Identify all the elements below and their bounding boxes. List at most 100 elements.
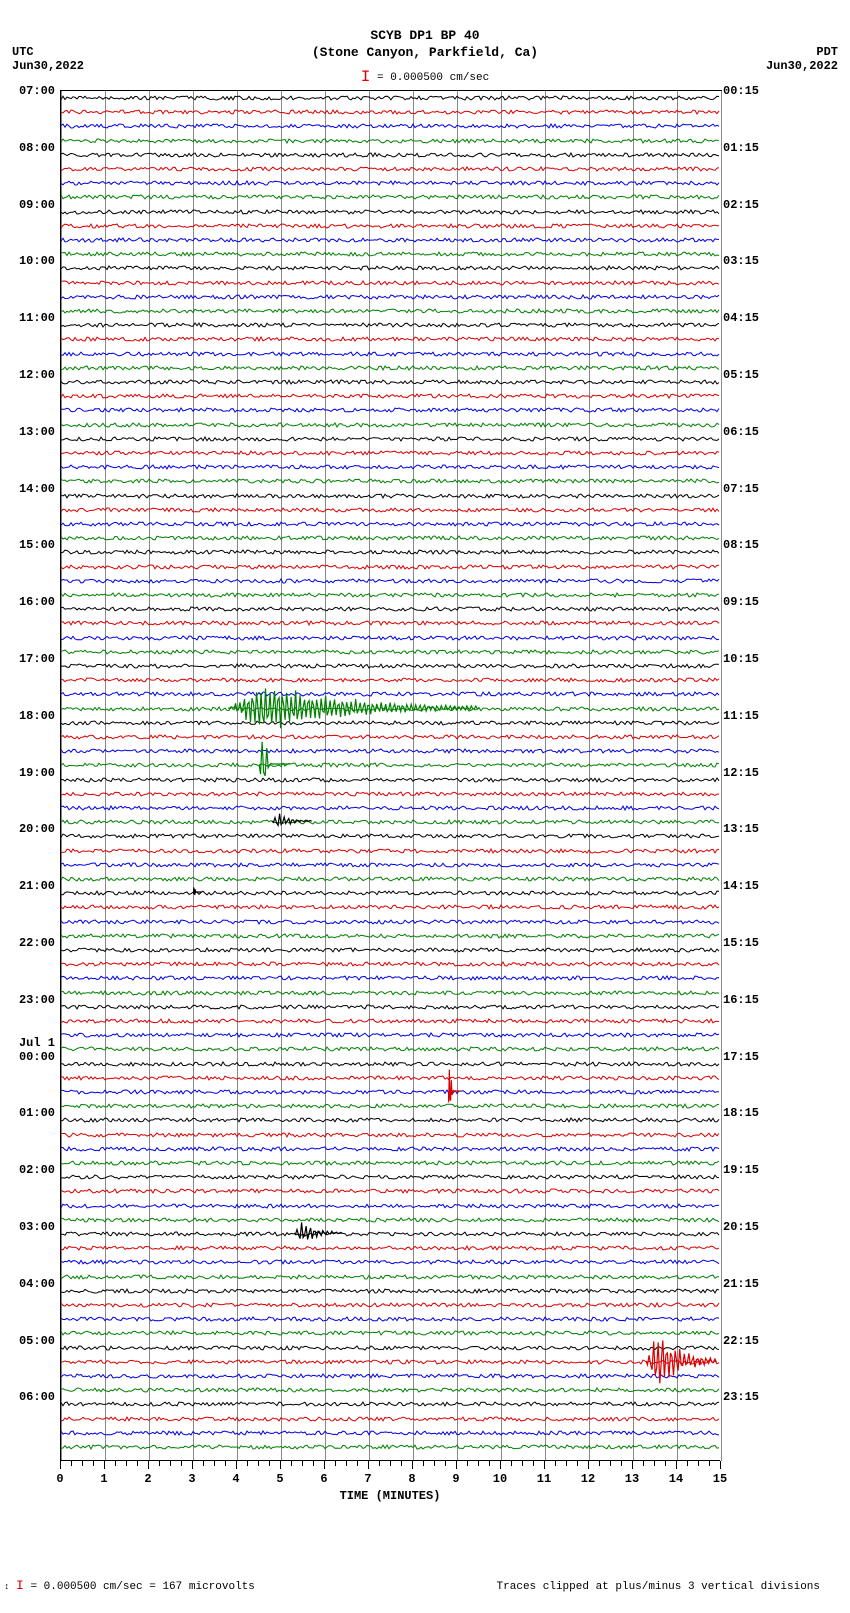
x-minor-tick: [203, 1461, 204, 1466]
x-tick: [148, 1461, 149, 1469]
tz-right-label: PDT: [766, 45, 838, 59]
trace-row: [61, 1255, 721, 1269]
trace-row: [61, 105, 721, 119]
pdt-hour-label: 19:15: [723, 1163, 759, 1177]
x-tick-label: 7: [364, 1472, 371, 1486]
trace-row: [61, 943, 721, 957]
trace-row: [61, 687, 721, 701]
x-minor-tick: [269, 1461, 270, 1466]
trace-row: [61, 1199, 721, 1213]
trace-row: [61, 1369, 721, 1383]
trace-row: [61, 1412, 721, 1426]
trace-row: [61, 261, 721, 275]
x-tick: [720, 1461, 721, 1469]
trace-row: [61, 844, 721, 858]
utc-hour-label: 10:00: [19, 254, 55, 268]
x-minor-tick: [566, 1461, 567, 1466]
trace-row: [61, 332, 721, 346]
x-tick: [324, 1461, 325, 1469]
x-minor-tick: [401, 1461, 402, 1466]
trace-row: [61, 375, 721, 389]
utc-hour-label: 17:00: [19, 652, 55, 666]
x-tick: [544, 1461, 545, 1469]
trace-row: [61, 1128, 721, 1142]
x-minor-tick: [313, 1461, 314, 1466]
utc-hour-label: 21:00: [19, 879, 55, 893]
utc-hour-label: 19:00: [19, 766, 55, 780]
trace-row: [61, 219, 721, 233]
x-minor-tick: [214, 1461, 215, 1466]
trace-row: [61, 347, 721, 361]
x-minor-tick: [170, 1461, 171, 1466]
utc-hour-label: 08:00: [19, 141, 55, 155]
trace-row: [61, 304, 721, 318]
x-minor-tick: [522, 1461, 523, 1466]
trace-row: [61, 1170, 721, 1184]
x-tick-label: 0: [56, 1472, 63, 1486]
pdt-hour-label: 16:15: [723, 993, 759, 1007]
utc-hour-label: 11:00: [19, 311, 55, 325]
footer-right-text: Traces clipped at plus/minus 3 vertical …: [497, 1581, 820, 1593]
trace-row: [61, 162, 721, 176]
trace-row: [61, 900, 721, 914]
trace-row: [61, 673, 721, 687]
trace-row: [61, 588, 721, 602]
station-code: SCYB DP1 BP 40: [0, 28, 850, 45]
pdt-hour-label: 14:15: [723, 879, 759, 893]
pdt-hour-label: 11:15: [723, 709, 759, 723]
pdt-hour-label: 02:15: [723, 198, 759, 212]
trace-row: [61, 148, 721, 162]
trace-row: [61, 503, 721, 517]
trace-row: [61, 872, 721, 886]
utc-hour-label: 09:00: [19, 198, 55, 212]
x-tick-label: 9: [452, 1472, 459, 1486]
trace-row: [61, 531, 721, 545]
footer-tick-icon: ↕: [4, 1582, 9, 1592]
x-axis-title: TIME (MINUTES): [60, 1489, 720, 1503]
trace-row: [61, 1099, 721, 1113]
trace-row: [61, 730, 721, 744]
x-minor-tick: [258, 1461, 259, 1466]
utc-hour-label: 22:00: [19, 936, 55, 950]
trace-row: [61, 403, 721, 417]
x-tick: [632, 1461, 633, 1469]
trace-row: [61, 787, 721, 801]
pdt-hour-label: 05:15: [723, 368, 759, 382]
trace-row: [61, 1042, 721, 1056]
trace-row: [61, 801, 721, 815]
x-tick-label: 1: [100, 1472, 107, 1486]
x-minor-tick: [335, 1461, 336, 1466]
trace-row: [61, 190, 721, 204]
x-minor-tick: [577, 1461, 578, 1466]
x-minor-tick: [698, 1461, 699, 1466]
x-tick-label: 3: [188, 1472, 195, 1486]
pdt-hour-label: 18:15: [723, 1106, 759, 1120]
trace-row: [61, 1000, 721, 1014]
trace-row: [61, 1156, 721, 1170]
seismogram-container: SCYB DP1 BP 40 (Stone Canyon, Parkfield,…: [0, 0, 850, 1613]
pdt-hour-label: 20:15: [723, 1220, 759, 1234]
x-tick-label: 5: [276, 1472, 283, 1486]
utc-hour-label: 20:00: [19, 822, 55, 836]
trace-row: [61, 560, 721, 574]
trace-row: [61, 233, 721, 247]
x-minor-tick: [379, 1461, 380, 1466]
trace-row: [61, 176, 721, 190]
trace-row: [61, 631, 721, 645]
trace-row: [61, 858, 721, 872]
x-minor-tick: [621, 1461, 622, 1466]
footer-bar-icon: I: [16, 1578, 24, 1593]
trace-row: [61, 1057, 721, 1071]
x-minor-tick: [445, 1461, 446, 1466]
x-tick-label: 12: [581, 1472, 595, 1486]
trace-row: [61, 815, 721, 829]
x-minor-tick: [555, 1461, 556, 1466]
trace-row: [61, 489, 721, 503]
trace-row: [61, 119, 721, 133]
trace-row: [61, 1326, 721, 1340]
trace-row: [61, 517, 721, 531]
x-minor-tick: [126, 1461, 127, 1466]
trace-row: [61, 474, 721, 488]
tz-left-date: Jun30,2022: [12, 59, 84, 73]
x-minor-tick: [665, 1461, 666, 1466]
